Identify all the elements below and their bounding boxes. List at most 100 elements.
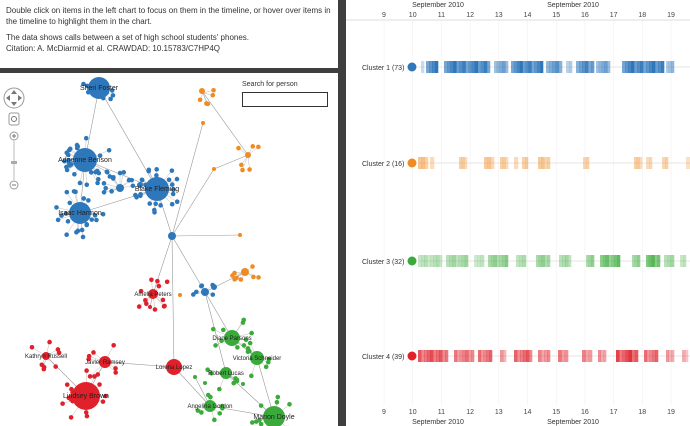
network-node[interactable] [79,227,85,233]
timeline-bar[interactable] [585,350,589,362]
network-node[interactable] [250,264,255,269]
timeline-bar[interactable] [430,350,434,362]
timeline-bar[interactable] [552,61,556,73]
timeline-bar[interactable] [670,255,675,267]
timeline-bar[interactable] [503,350,507,362]
network-node[interactable] [95,180,100,186]
timeline-bar[interactable] [520,350,524,362]
timeline-bar[interactable] [591,61,595,73]
timeline-bar[interactable] [453,61,457,73]
timeline-bar[interactable] [544,157,548,169]
timeline-bar[interactable] [582,350,586,362]
network-node[interactable] [161,304,167,309]
timeline-bar[interactable] [637,61,641,73]
timeline-bar[interactable] [614,255,618,267]
network-node[interactable] [240,320,246,325]
network-node[interactable] [201,121,205,125]
timeline-bar[interactable] [496,255,500,267]
timeline-bar[interactable] [455,255,459,267]
network-node[interactable] [137,182,143,188]
network-node[interactable] [230,273,235,278]
timeline-bar[interactable] [461,255,466,267]
network-node[interactable] [251,274,256,280]
network-node[interactable] [103,185,108,191]
timeline-bar[interactable] [477,255,481,267]
network-node[interactable] [208,371,214,376]
timeline-bar[interactable] [513,61,518,73]
timeline-bar[interactable] [598,350,601,362]
timeline-chart[interactable]: 9 10 11 12 13 14 15 16 17 18 19 9 10 11 12 13 14 15 16 17 18… [346,0,690,426]
network-node[interactable] [130,183,136,189]
timeline-bar[interactable] [525,61,529,73]
network-node[interactable] [195,408,201,413]
network-node[interactable] [133,192,138,198]
network-node[interactable] [250,144,256,149]
network-node[interactable] [95,372,101,377]
network-node[interactable] [84,222,90,227]
timeline-bar[interactable] [569,61,573,73]
timeline-bar[interactable] [474,255,478,267]
timeline-bar[interactable] [541,255,545,267]
network-hub-node[interactable] [250,351,264,365]
timeline-bar[interactable] [685,350,689,362]
network-node[interactable] [256,275,261,280]
network-node[interactable] [136,304,142,309]
timeline-bar[interactable] [421,255,425,267]
timeline-bar[interactable] [562,255,566,267]
timeline-bar[interactable] [459,350,463,362]
network-node[interactable] [146,167,152,173]
timeline-bar[interactable] [462,350,466,362]
timeline-bar[interactable] [598,61,602,73]
timeline-bar[interactable] [496,61,500,73]
timeline-bar[interactable] [680,255,684,267]
network-node[interactable] [86,198,91,203]
network-node[interactable] [73,189,78,195]
timeline-bar[interactable] [427,255,431,267]
timeline-bar[interactable] [555,61,560,73]
timeline-bar[interactable] [490,255,495,267]
timeline-bar[interactable] [456,61,460,73]
timeline-bar[interactable] [522,61,526,73]
timeline-bar[interactable] [603,350,607,362]
network-node[interactable] [249,330,254,336]
timeline-bar[interactable] [435,61,439,73]
network-node[interactable] [60,401,65,406]
timeline-bar[interactable] [447,61,451,73]
zoom-in-icon[interactable] [9,131,19,141]
network-node[interactable] [87,374,93,379]
timeline-bar[interactable] [517,350,521,362]
vertical-divider[interactable] [338,0,346,426]
network-node[interactable] [211,284,217,290]
timeline-bar[interactable] [505,61,509,73]
timeline-bar[interactable] [487,157,491,169]
timeline-bar[interactable] [534,61,538,73]
network-node[interactable] [84,182,90,188]
timeline-bar[interactable] [682,350,686,362]
timeline-bar[interactable] [601,61,605,73]
timeline-bar[interactable] [430,157,435,169]
timeline-bar[interactable] [596,61,600,73]
network-node[interactable] [239,162,244,168]
network-node[interactable] [77,180,83,186]
timeline-bar[interactable] [582,61,586,73]
network-node[interactable] [235,345,240,350]
network-chart[interactable]: Sheri Foster Adrienne Benson Blake Fleming… [0,73,338,426]
network-node[interactable] [93,169,98,175]
timeline-bar[interactable] [500,350,504,362]
timeline-bar[interactable] [540,61,544,73]
timeline-bar[interactable] [418,350,422,362]
network-node[interactable] [101,189,107,195]
network-node[interactable] [86,356,92,362]
timeline-bar[interactable] [622,350,626,362]
timeline-bar[interactable] [499,255,503,267]
timeline-bar[interactable] [583,157,587,169]
network-hub-node[interactable] [42,352,50,360]
network-node[interactable] [169,168,175,173]
timeline-bar[interactable] [461,157,465,169]
timeline-bar[interactable] [433,350,437,362]
network-node[interactable] [257,417,262,423]
network-node[interactable] [205,101,211,107]
network-node[interactable] [245,346,251,351]
timeline-bar[interactable] [488,255,492,267]
network-hub-node[interactable] [69,202,91,224]
